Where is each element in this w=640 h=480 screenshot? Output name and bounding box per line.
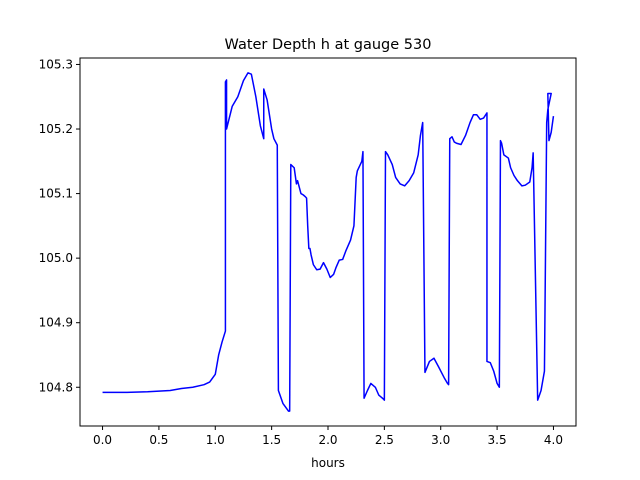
y-tick-label: 105.1 <box>39 187 73 201</box>
y-axis: 104.8 104.9 105.0 105.1 105.2 105.3 <box>39 57 80 394</box>
chart-title: Water Depth h at gauge 530 <box>225 37 432 53</box>
x-tick-label: 0.5 <box>149 433 168 447</box>
plot-area <box>80 58 576 426</box>
x-axis: 0.0 0.5 1.0 1.5 2.0 2.5 3.0 3.5 4.0 <box>93 426 563 447</box>
y-tick-label: 105.0 <box>39 251 73 265</box>
x-tick-label: 3.0 <box>431 433 450 447</box>
y-tick-label: 105.3 <box>39 57 73 71</box>
y-tick-label: 105.2 <box>39 122 73 136</box>
x-tick-label: 1.0 <box>206 433 225 447</box>
x-tick-label: 1.5 <box>262 433 281 447</box>
x-tick-label: 2.5 <box>375 433 394 447</box>
x-tick-label: 4.0 <box>544 433 563 447</box>
x-tick-label: 2.0 <box>318 433 337 447</box>
x-tick-label: 3.5 <box>488 433 507 447</box>
x-tick-label: 0.0 <box>93 433 112 447</box>
x-axis-label: hours <box>311 456 345 470</box>
y-tick-label: 104.9 <box>39 316 73 330</box>
series-line <box>102 72 555 412</box>
series-layer <box>102 72 555 412</box>
y-tick-label: 104.8 <box>39 380 73 394</box>
